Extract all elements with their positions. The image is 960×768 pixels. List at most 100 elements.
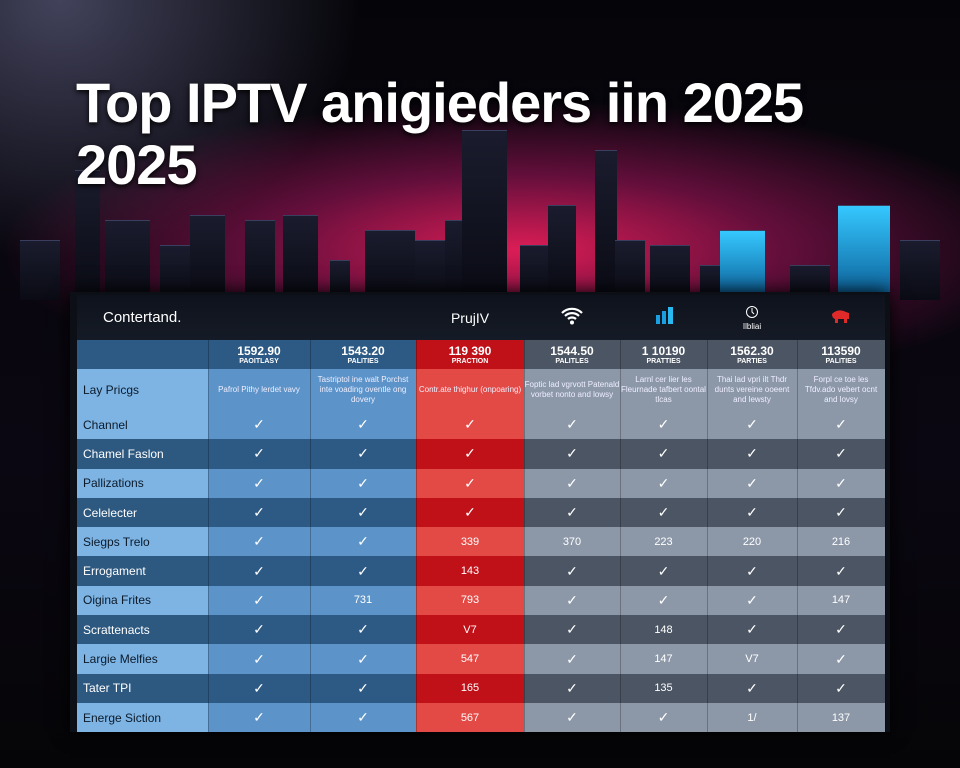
row-label: Chamel Faslon <box>77 439 209 469</box>
value-cell: 147 <box>620 644 708 674</box>
check-icon: ✓ <box>797 439 886 469</box>
check-icon: ✓ <box>208 527 311 557</box>
check-icon: ✓ <box>208 497 311 528</box>
brand-label: Contertand. <box>103 309 182 326</box>
check-icon: ✓ <box>620 556 708 586</box>
description-cell: Tastriptol ine walt Porchst inte voading… <box>310 369 417 410</box>
column-header-5[interactable] <box>620 295 707 340</box>
price-value: 1592.90 <box>237 344 281 358</box>
value-cell: 370 <box>524 527 621 557</box>
column-header-1[interactable] <box>208 295 310 340</box>
table-header: Contertand. PrujIV Ilbliai <box>77 295 885 340</box>
check-icon: ✓ <box>310 702 417 733</box>
value-cell: 137 <box>797 702 886 733</box>
row-label: Celelecter <box>77 497 209 528</box>
check-icon: ✓ <box>208 702 311 733</box>
row-label: Siegps Trelo <box>77 527 209 557</box>
table-row: Scrattenacts ✓ ✓ V7 ✓ 148 ✓ ✓ <box>77 615 886 645</box>
check-icon: ✓ <box>797 673 886 703</box>
column-header-2[interactable] <box>310 295 416 340</box>
value-cell: V7 <box>416 615 525 645</box>
check-icon: ✓ <box>310 644 417 674</box>
value-cell: 216 <box>797 527 886 557</box>
check-icon: ✓ <box>310 556 417 586</box>
price-cell: 119 390 PRACTION <box>416 340 525 369</box>
price-value: 1562.30 <box>730 344 774 358</box>
building <box>330 260 350 300</box>
building <box>283 215 318 300</box>
check-icon: ✓ <box>416 468 525 498</box>
description-cell: Thai lad vpri ilt Thdr dunts vereine ooe… <box>707 369 798 410</box>
price-value: 1543.20 <box>341 344 385 358</box>
building <box>105 220 150 300</box>
building <box>615 240 645 300</box>
check-icon: ✓ <box>707 410 798 440</box>
building <box>900 240 940 300</box>
column-header-7[interactable] <box>797 295 885 340</box>
row-label: Largie Melfies <box>77 644 209 674</box>
column-header-6[interactable]: Ilbliai <box>707 295 797 340</box>
check-icon: ✓ <box>797 497 886 528</box>
row-label: Pallizations <box>77 468 209 498</box>
value-cell: 731 <box>310 585 417 616</box>
building <box>415 240 445 300</box>
description-cell: Foptic lad vgrvott Patenald vorbet nonto… <box>524 369 621 410</box>
check-icon: ✓ <box>707 615 798 645</box>
check-icon: ✓ <box>208 585 311 616</box>
row-label: Lay Pricgs <box>77 369 209 410</box>
check-icon: ✓ <box>707 468 798 498</box>
building <box>720 230 765 300</box>
check-icon: ✓ <box>208 644 311 674</box>
comparison-board: Contertand. PrujIV Ilbliai 1592.90 PAOITLA… <box>70 292 890 733</box>
value-cell: 135 <box>620 673 708 703</box>
check-icon: ✓ <box>310 468 417 498</box>
check-icon: ✓ <box>416 497 525 528</box>
check-icon: ✓ <box>797 468 886 498</box>
check-icon: ✓ <box>524 497 621 528</box>
check-icon: ✓ <box>310 410 417 440</box>
value-cell: 220 <box>707 527 798 557</box>
check-icon: ✓ <box>524 585 621 616</box>
check-icon: ✓ <box>707 585 798 616</box>
price-label: PRATTIES <box>646 358 681 365</box>
row-label: Scrattenacts <box>77 615 209 645</box>
price-label: PALITIES <box>347 358 379 365</box>
check-icon: ✓ <box>524 673 621 703</box>
row-label: Oigina Frites <box>77 585 209 616</box>
check-icon: ✓ <box>707 439 798 469</box>
column-header-3[interactable]: PrujIV <box>416 295 524 340</box>
building <box>245 220 275 300</box>
table-row: Energe Siction ✓ ✓ 567 ✓ ✓ 1/137 <box>77 702 886 733</box>
building <box>595 150 617 300</box>
building <box>190 215 225 300</box>
building <box>365 230 415 300</box>
value-cell: 1/ <box>707 702 798 733</box>
column-header-4[interactable] <box>524 295 620 340</box>
price-label: PARTIES <box>737 358 767 365</box>
description-cell: Forpl ce toe les Tfdv.ado vebert ocnt an… <box>797 369 886 410</box>
check-icon: ✓ <box>208 673 311 703</box>
check-icon: ✓ <box>797 410 886 440</box>
table-row: Celelecter ✓ ✓ ✓ ✓ ✓ ✓ ✓ <box>77 497 886 528</box>
price-cell: 1544.50 PALITLES <box>524 340 621 369</box>
price-cell: 1 10190 PRATTIES <box>620 340 708 369</box>
check-icon: ✓ <box>310 439 417 469</box>
description-row: Lay Pricgs Pafrol Pithy lerdet vavy Tastri… <box>77 369 886 410</box>
check-icon: ✓ <box>416 410 525 440</box>
check-icon: ✓ <box>797 556 886 586</box>
building <box>838 205 890 300</box>
check-icon: ✓ <box>524 615 621 645</box>
price-value: 113590 <box>821 344 861 358</box>
value-cell: 339 <box>416 527 525 557</box>
check-icon: ✓ <box>310 673 417 703</box>
table-row: Largie Melfies ✓ ✓ 547 ✓ 147 V7 ✓ <box>77 644 886 674</box>
check-icon: ✓ <box>707 673 798 703</box>
clock-icon <box>745 305 759 322</box>
row-label: Energe Siction <box>77 702 209 733</box>
comparison-table: 1592.90 PAOITLASY 1543.20 PALITIES 119 390 PR… <box>77 340 886 733</box>
value-cell: 567 <box>416 702 525 733</box>
check-icon: ✓ <box>310 497 417 528</box>
table-row: Siegps Trelo ✓ ✓ 339 370 223 220 216 <box>77 527 886 557</box>
value-cell: V7 <box>707 644 798 674</box>
check-icon: ✓ <box>524 644 621 674</box>
